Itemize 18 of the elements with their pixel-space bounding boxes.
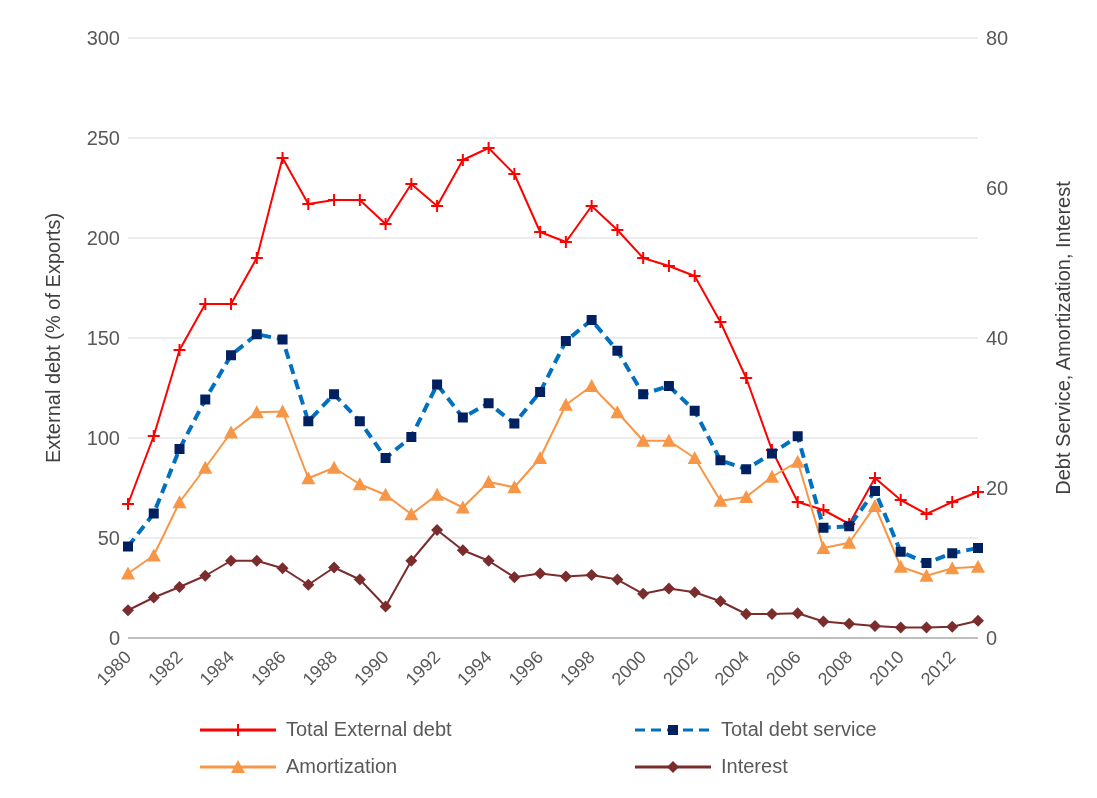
y-tick-label: 150 [86, 327, 120, 350]
y-tick-label: 300 [86, 27, 120, 50]
y2-tick-label: 20 [986, 477, 1009, 500]
y-axis-title: External debt (% of Exports) [42, 212, 65, 464]
y-tick-label: 200 [86, 227, 120, 250]
y2-tick-label: 0 [986, 627, 998, 650]
legend-label: Total debt service [721, 718, 877, 741]
y-tick-label: 250 [86, 127, 120, 150]
legend-label: Total External debt [286, 718, 452, 741]
y2-tick-label: 40 [986, 327, 1009, 350]
y-tick-label: 100 [86, 427, 120, 450]
legend-label: Interest [721, 755, 788, 778]
y2-tick-label: 60 [986, 177, 1009, 200]
y-tick-label: 0 [108, 627, 120, 650]
y2-axis-title: Debt Service, Amortization, Interest [1052, 180, 1075, 495]
legend-label: Amortization [286, 755, 398, 778]
y-tick-label: 50 [97, 527, 120, 550]
y2-tick-label: 80 [986, 27, 1009, 50]
